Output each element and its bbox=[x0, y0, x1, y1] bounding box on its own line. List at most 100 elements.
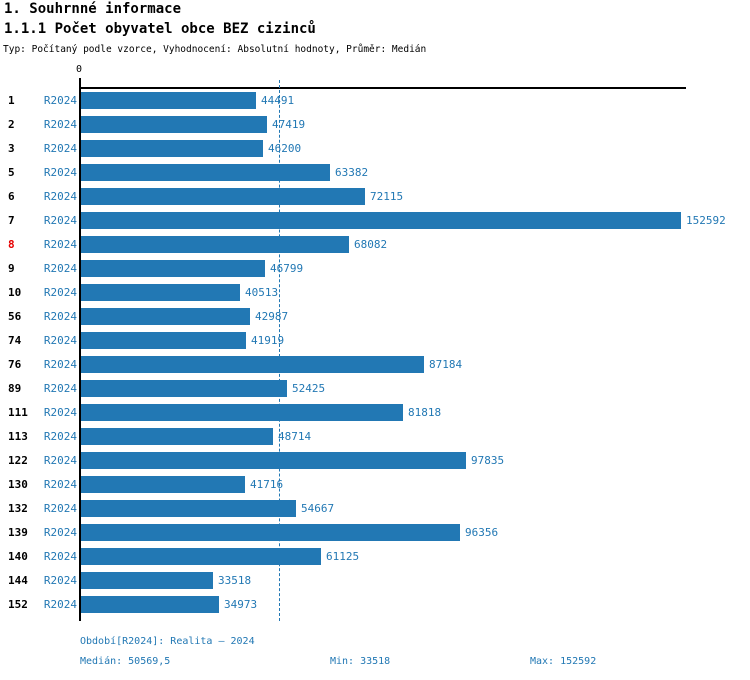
row-series-label: R2024 bbox=[43, 94, 77, 107]
row-series-label: R2024 bbox=[43, 454, 77, 467]
row-category-label: 122 bbox=[8, 454, 28, 467]
row-category-label: 7 bbox=[8, 214, 15, 227]
row-series-label: R2024 bbox=[43, 382, 77, 395]
page-title: 1. Souhrnné informace bbox=[4, 1, 182, 17]
row-series-label: R2024 bbox=[43, 358, 77, 371]
bar-value-label: 41716 bbox=[250, 478, 284, 491]
footer-median-label: Medián: 50569,5 bbox=[80, 656, 171, 667]
row-category-label: 5 bbox=[8, 166, 15, 179]
row-category-label: 3 bbox=[8, 142, 15, 155]
bar bbox=[81, 380, 287, 397]
bar bbox=[81, 236, 349, 253]
row-category-label: 74 bbox=[8, 334, 22, 347]
row-series-label: R2024 bbox=[43, 118, 77, 131]
bar-value-label: 33518 bbox=[218, 574, 252, 587]
bar bbox=[81, 572, 213, 589]
row-category-label: 140 bbox=[8, 550, 28, 563]
bar-value-label: 87184 bbox=[429, 358, 463, 371]
row-series-label: R2024 bbox=[43, 526, 77, 539]
chart-meta-line: Typ: Počítaný podle vzorce, Vyhodnocení:… bbox=[3, 44, 427, 55]
bar bbox=[81, 284, 240, 301]
row-category-label: 111 bbox=[8, 406, 28, 419]
row-category-label: 132 bbox=[8, 502, 28, 515]
bar-value-label: 68082 bbox=[354, 238, 388, 251]
footer-max-label: Max: 152592 bbox=[530, 656, 597, 667]
bar bbox=[81, 524, 460, 541]
bar bbox=[81, 356, 424, 373]
bar-value-label: 42987 bbox=[255, 310, 289, 323]
row-category-label: 130 bbox=[8, 478, 28, 491]
bar-value-label: 97835 bbox=[471, 454, 505, 467]
row-series-label: R2024 bbox=[43, 406, 77, 419]
bar-value-label: 46200 bbox=[268, 142, 302, 155]
row-category-label: 113 bbox=[8, 430, 28, 443]
bar-value-label: 63382 bbox=[335, 166, 369, 179]
bar-value-label: 61125 bbox=[326, 550, 360, 563]
bar bbox=[81, 596, 219, 613]
bar-value-label: 81818 bbox=[408, 406, 442, 419]
footer-period-label: Období[R2024]: Realita – 2024 bbox=[80, 636, 255, 647]
row-series-label: R2024 bbox=[43, 214, 77, 227]
bar bbox=[81, 548, 321, 565]
row-series-label: R2024 bbox=[43, 166, 77, 179]
row-category-label: 76 bbox=[8, 358, 22, 371]
row-series-label: R2024 bbox=[43, 310, 77, 323]
row-category-label: 2 bbox=[8, 118, 15, 131]
row-series-label: R2024 bbox=[43, 478, 77, 491]
bar bbox=[81, 260, 265, 277]
row-series-label: R2024 bbox=[43, 262, 77, 275]
bar-value-label: 152592 bbox=[686, 214, 726, 227]
row-category-label: 1 bbox=[8, 94, 15, 107]
bar bbox=[81, 140, 263, 157]
row-category-label: 6 bbox=[8, 190, 15, 203]
row-category-label: 56 bbox=[8, 310, 22, 323]
row-series-label: R2024 bbox=[43, 286, 77, 299]
bar bbox=[81, 116, 267, 133]
bar bbox=[81, 404, 403, 421]
bar-value-label: 54667 bbox=[301, 502, 335, 515]
bar-value-label: 41919 bbox=[251, 334, 285, 347]
bar bbox=[81, 332, 246, 349]
row-series-label: R2024 bbox=[43, 430, 77, 443]
y-axis-line bbox=[79, 87, 81, 621]
row-category-label: 139 bbox=[8, 526, 28, 539]
bar-value-label: 47419 bbox=[272, 118, 306, 131]
axis-zero-tick bbox=[79, 78, 81, 88]
chart-title: 1.1.1 Počet obyvatel obce BEZ cizinců bbox=[4, 21, 316, 37]
bar-value-label: 72115 bbox=[370, 190, 404, 203]
bar-value-label: 44491 bbox=[261, 94, 295, 107]
row-category-label: 89 bbox=[8, 382, 22, 395]
bar bbox=[81, 452, 466, 469]
bar bbox=[81, 500, 296, 517]
row-series-label: R2024 bbox=[43, 190, 77, 203]
bar bbox=[81, 476, 245, 493]
median-reference-line bbox=[278, 80, 280, 621]
row-series-label: R2024 bbox=[43, 334, 77, 347]
row-category-label: 144 bbox=[8, 574, 28, 587]
row-series-label: R2024 bbox=[43, 502, 77, 515]
bar bbox=[81, 212, 681, 229]
bar bbox=[81, 92, 256, 109]
bar bbox=[81, 308, 250, 325]
row-series-label: R2024 bbox=[43, 574, 77, 587]
row-series-label: R2024 bbox=[43, 142, 77, 155]
axis-zero-label: 0 bbox=[76, 64, 83, 75]
bar bbox=[81, 164, 330, 181]
row-category-label: 8 bbox=[8, 238, 15, 251]
x-axis-line bbox=[80, 87, 686, 89]
footer-min-label: Min: 33518 bbox=[330, 656, 391, 667]
row-category-label: 152 bbox=[8, 598, 28, 611]
bar-value-label: 34973 bbox=[224, 598, 258, 611]
row-category-label: 9 bbox=[8, 262, 15, 275]
bar-value-label: 52425 bbox=[292, 382, 326, 395]
bar-value-label: 40513 bbox=[245, 286, 279, 299]
row-series-label: R2024 bbox=[43, 598, 77, 611]
row-category-label: 10 bbox=[8, 286, 22, 299]
bar-value-label: 46799 bbox=[270, 262, 304, 275]
row-series-label: R2024 bbox=[43, 550, 77, 563]
bar bbox=[81, 428, 273, 445]
bar-value-label: 48714 bbox=[278, 430, 312, 443]
bar-value-label: 96356 bbox=[465, 526, 499, 539]
row-series-label: R2024 bbox=[43, 238, 77, 251]
